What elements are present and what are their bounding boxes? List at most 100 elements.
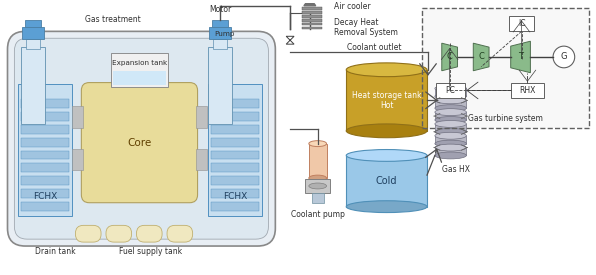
Text: IC: IC	[518, 19, 525, 28]
Text: FCHX: FCHX	[33, 192, 57, 201]
Text: Gas HX: Gas HX	[442, 165, 470, 174]
FancyBboxPatch shape	[167, 225, 193, 242]
Ellipse shape	[435, 117, 467, 123]
Ellipse shape	[346, 124, 427, 138]
Bar	[212, 189, 259, 198]
Ellipse shape	[435, 144, 467, 151]
Bar	[209, 28, 231, 39]
Bar	[212, 99, 259, 108]
Bar	[312, 193, 324, 203]
Bar	[209, 84, 262, 216]
Text: Coolant outlet: Coolant outlet	[347, 43, 402, 52]
Text: C: C	[447, 53, 452, 62]
Bar	[212, 163, 259, 172]
Text: FCHX: FCHX	[223, 192, 247, 201]
Bar	[113, 71, 166, 84]
Bar	[21, 202, 69, 211]
Ellipse shape	[309, 175, 327, 181]
Ellipse shape	[346, 63, 427, 77]
Bar	[435, 124, 467, 132]
Bar	[18, 84, 72, 216]
FancyBboxPatch shape	[8, 31, 275, 246]
Ellipse shape	[435, 132, 467, 139]
Bar	[302, 15, 322, 18]
Bar	[302, 23, 322, 26]
Bar	[21, 189, 69, 198]
Text: Heat storage tank
Hot: Heat storage tank Hot	[352, 90, 421, 110]
Ellipse shape	[309, 183, 327, 189]
Text: T: T	[518, 53, 523, 62]
Polygon shape	[511, 41, 530, 73]
Text: Coolant pump: Coolant pump	[291, 210, 344, 219]
Text: Gas treatment: Gas treatment	[85, 15, 141, 24]
Bar	[436, 82, 465, 98]
Bar	[302, 19, 322, 21]
Text: PC: PC	[446, 86, 455, 95]
Polygon shape	[473, 43, 489, 71]
Ellipse shape	[435, 120, 467, 127]
Bar	[21, 176, 69, 185]
Bar	[21, 138, 69, 147]
Bar	[21, 125, 69, 134]
Text: Pump: Pump	[215, 31, 235, 37]
Ellipse shape	[346, 150, 427, 161]
Ellipse shape	[435, 85, 467, 92]
Ellipse shape	[435, 152, 467, 159]
Text: Drain tank: Drain tank	[35, 248, 76, 257]
Bar	[309, 144, 327, 178]
Text: RHX: RHX	[519, 86, 536, 95]
Ellipse shape	[435, 128, 467, 135]
Ellipse shape	[346, 201, 427, 213]
Ellipse shape	[435, 109, 467, 115]
Bar	[212, 112, 259, 121]
Bar	[302, 27, 322, 29]
Ellipse shape	[435, 105, 467, 112]
Polygon shape	[286, 36, 294, 44]
Bar	[422, 8, 589, 128]
Bar	[195, 148, 207, 170]
Ellipse shape	[435, 140, 467, 147]
Polygon shape	[442, 43, 458, 71]
FancyBboxPatch shape	[14, 38, 268, 239]
Bar	[111, 53, 168, 87]
Bar	[305, 179, 331, 193]
Text: Cold: Cold	[376, 176, 398, 186]
Ellipse shape	[435, 97, 467, 104]
Bar	[22, 28, 44, 39]
Text: Motor: Motor	[209, 5, 231, 14]
Bar	[72, 148, 83, 170]
Text: Expansion tank: Expansion tank	[112, 60, 167, 66]
Bar	[21, 150, 69, 160]
Text: Gas turbine system: Gas turbine system	[468, 114, 543, 123]
FancyBboxPatch shape	[136, 225, 162, 242]
Text: Fuel supply tank: Fuel supply tank	[119, 248, 182, 257]
Ellipse shape	[553, 46, 575, 68]
Text: G: G	[561, 53, 567, 62]
Bar	[72, 106, 83, 128]
Bar	[302, 11, 322, 14]
Bar	[509, 16, 535, 31]
Bar	[195, 106, 207, 128]
Bar	[435, 148, 467, 155]
Text: Core: Core	[128, 138, 151, 148]
Bar	[21, 99, 69, 108]
Bar	[21, 163, 69, 172]
Bar	[212, 125, 259, 134]
Bar	[212, 202, 259, 211]
Bar	[435, 136, 467, 144]
FancyBboxPatch shape	[82, 82, 197, 203]
Bar	[212, 138, 259, 147]
Bar	[209, 47, 232, 124]
Bar	[213, 39, 227, 49]
Bar	[302, 7, 322, 10]
Bar	[435, 112, 467, 120]
Bar	[212, 150, 259, 160]
Bar	[25, 20, 41, 28]
FancyBboxPatch shape	[76, 225, 101, 242]
Text: Decay Heat
Removal System: Decay Heat Removal System	[334, 18, 398, 37]
Bar	[212, 176, 259, 185]
Bar	[212, 20, 228, 28]
FancyBboxPatch shape	[106, 225, 132, 242]
Bar	[21, 112, 69, 121]
Bar	[26, 39, 40, 49]
